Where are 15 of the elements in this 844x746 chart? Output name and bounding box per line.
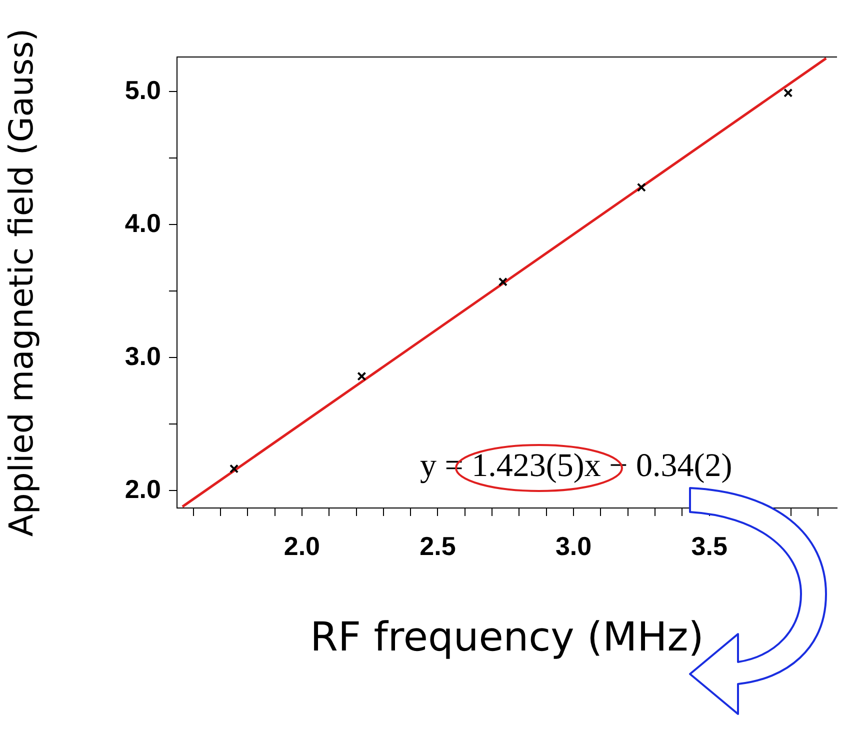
point bbox=[636, 182, 646, 192]
x-tick-label: 2.0 bbox=[284, 530, 320, 561]
point bbox=[498, 277, 508, 286]
x-tick-label: 2.5 bbox=[420, 530, 456, 561]
x-axis-title: RF frequency (MHz) bbox=[310, 614, 704, 660]
point bbox=[784, 88, 793, 98]
y-tick-label: 3.0 bbox=[124, 340, 161, 371]
y-tick-label: 4.0 bbox=[124, 208, 161, 238]
y-tick-label: 2.0 bbox=[124, 474, 161, 504]
y-tick-label: 5.0 bbox=[124, 74, 161, 105]
x-tick-label: 3.0 bbox=[555, 530, 592, 561]
point bbox=[230, 464, 239, 474]
point bbox=[357, 372, 366, 381]
x-tick-label: 3.5 bbox=[691, 530, 728, 561]
y-axis-title: Applied magnetic field (Gauss) bbox=[1, 28, 40, 537]
